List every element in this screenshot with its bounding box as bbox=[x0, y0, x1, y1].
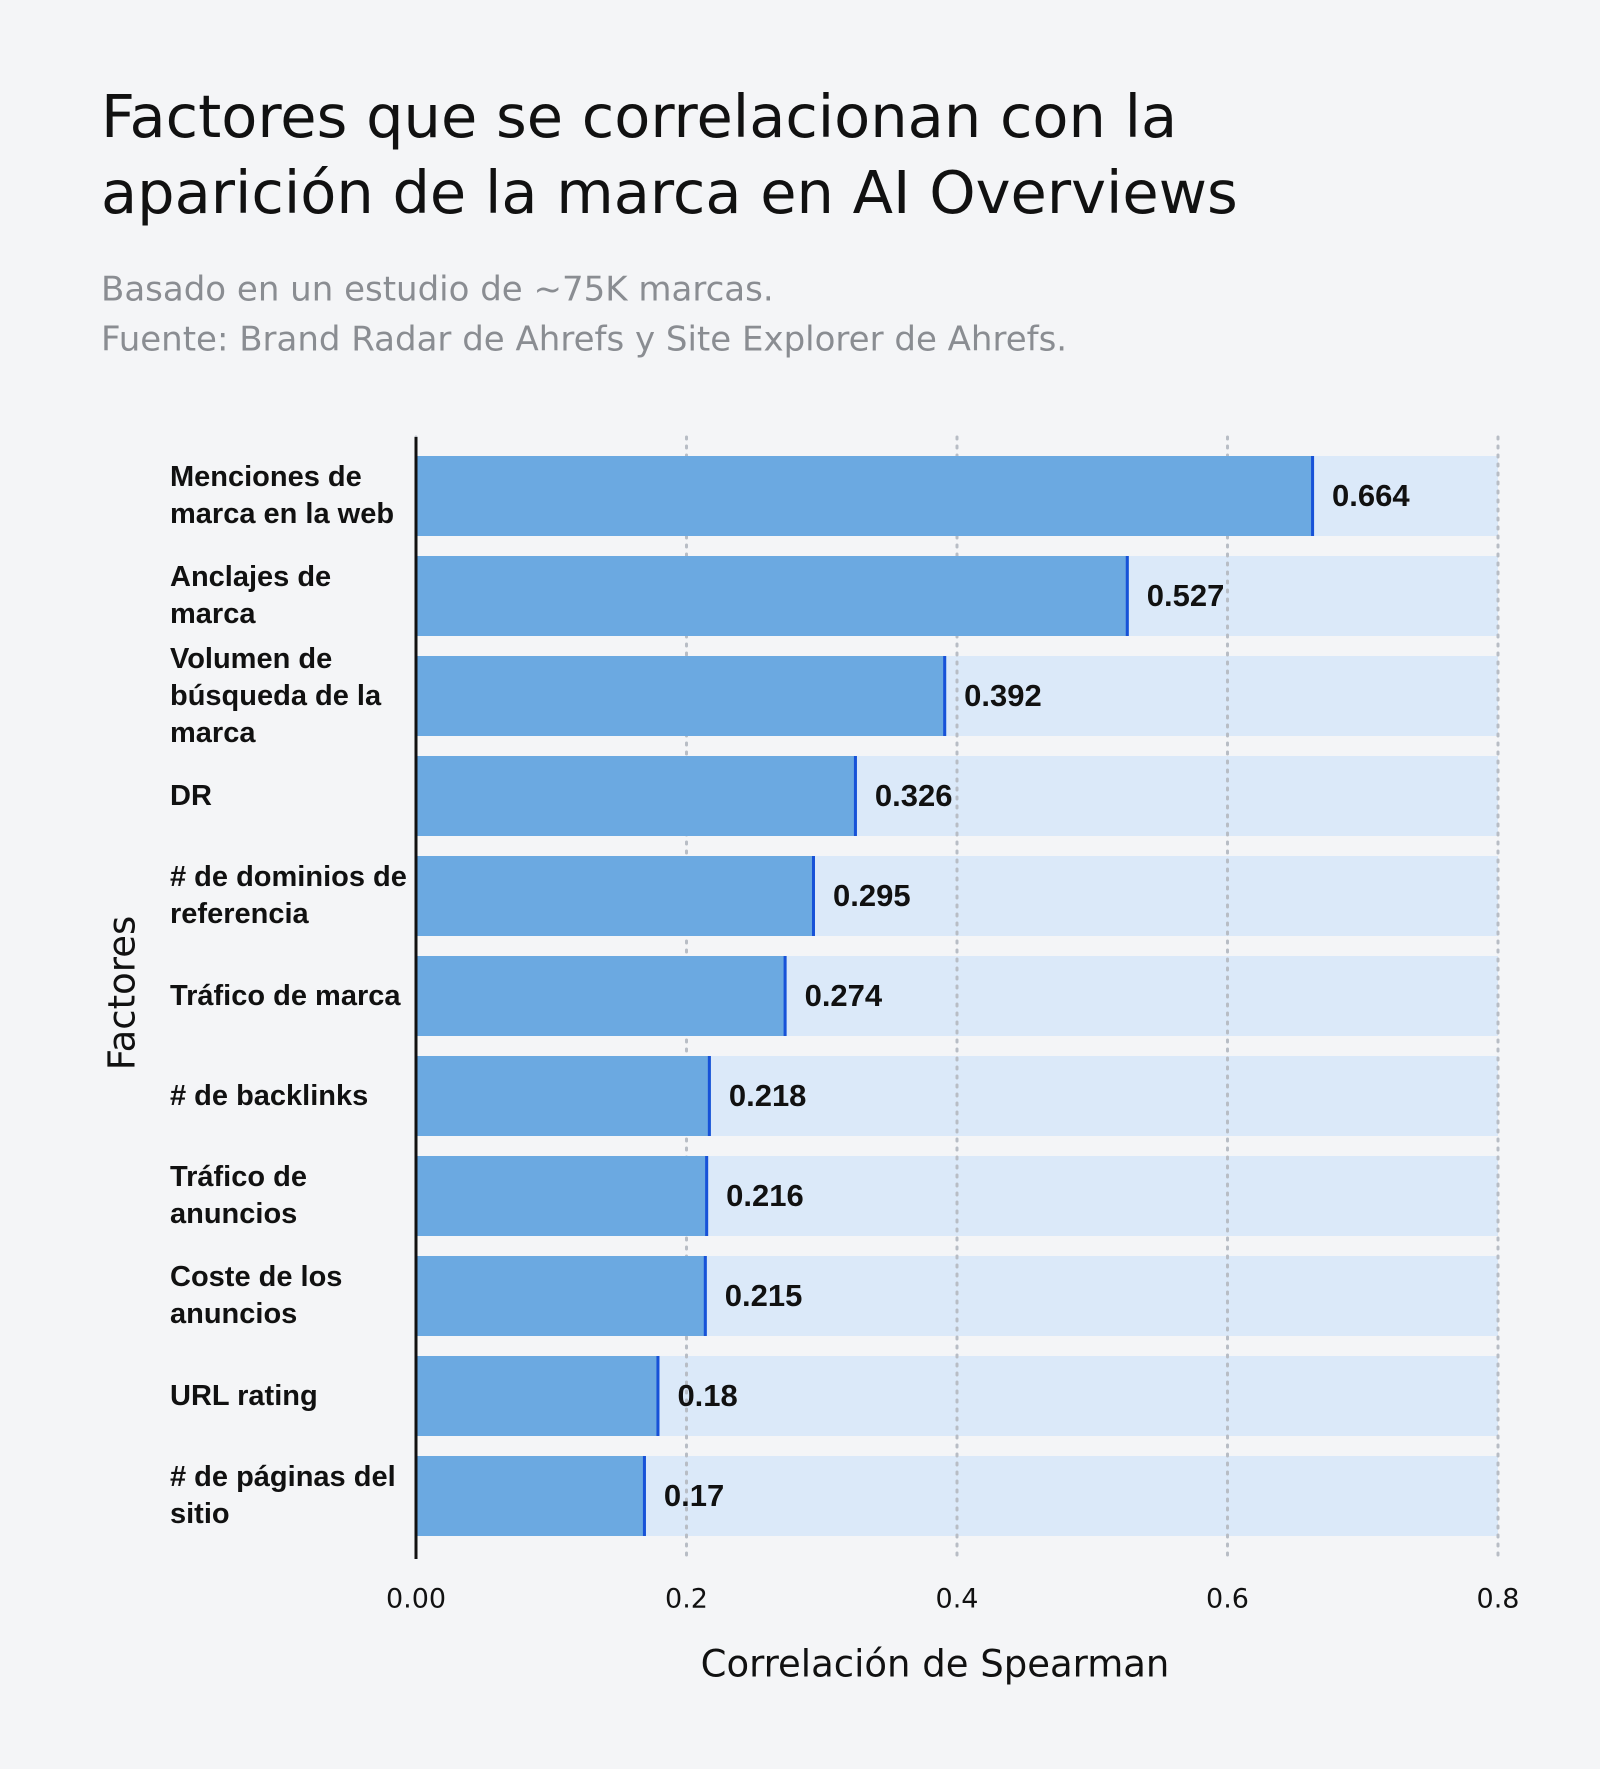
bar-end bbox=[705, 1156, 709, 1236]
x-tick-label: 0.8 bbox=[1477, 1584, 1520, 1615]
y-tick-label: Coste de los anuncios bbox=[170, 1261, 343, 1330]
value-label: 0.17 bbox=[664, 1478, 724, 1513]
bar bbox=[416, 556, 1129, 636]
chart-subtitle: Basado en un estudio de ~75K marcas. bbox=[101, 270, 774, 310]
y-tick-label-box: Volumen de búsqueda de la marca bbox=[170, 642, 382, 749]
y-tick-label: URL rating bbox=[170, 1379, 318, 1412]
bar-end bbox=[703, 1256, 707, 1336]
bar bbox=[416, 1356, 660, 1436]
y-tick-label: Anclajes de marca bbox=[170, 561, 332, 630]
y-tick-label: DR bbox=[170, 779, 212, 812]
y-tick-label-box: Tráfico de anuncios bbox=[170, 1161, 307, 1230]
y-tick-label-box: Anclajes de marca bbox=[170, 561, 332, 630]
bar-end bbox=[1311, 456, 1315, 536]
bar bbox=[416, 956, 787, 1036]
x-tick-label: 0.4 bbox=[936, 1584, 979, 1615]
value-label: 0.216 bbox=[726, 1178, 804, 1213]
bar-end bbox=[853, 756, 857, 836]
bar bbox=[416, 656, 947, 736]
bar-end bbox=[1125, 556, 1129, 636]
y-tick-label: Volumen de búsqueda de la marca bbox=[170, 642, 382, 749]
bar bbox=[416, 1456, 646, 1536]
x-tick-label: 0.6 bbox=[1206, 1584, 1249, 1615]
bar bbox=[416, 1056, 711, 1136]
bar-end bbox=[656, 1356, 660, 1436]
y-tick-label-box: Tráfico de marca bbox=[170, 979, 401, 1012]
value-label: 0.664 bbox=[1332, 478, 1410, 513]
x-axis-title: Correlación de Spearman bbox=[701, 1643, 1170, 1686]
x-tick-label: 0.2 bbox=[665, 1584, 708, 1615]
y-tick-label-box: # de backlinks bbox=[170, 1079, 369, 1112]
chart-subtitle: Fuente: Brand Radar de Ahrefs y Site Exp… bbox=[101, 320, 1067, 360]
chart-title: Factores que se correlacionan con la bbox=[101, 82, 1177, 151]
y-tick-label: # de páginas del sitio bbox=[170, 1461, 396, 1530]
y-tick-label: Tráfico de marca bbox=[170, 979, 401, 1012]
y-axis-title: Factores bbox=[101, 916, 144, 1071]
bar-end bbox=[707, 1056, 711, 1136]
y-tick-label-box: # de páginas del sitio bbox=[170, 1461, 396, 1530]
value-label: 0.18 bbox=[677, 1378, 737, 1413]
x-tick-label: 0.00 bbox=[386, 1584, 446, 1615]
bar-end bbox=[642, 1456, 646, 1536]
y-tick-label-box: DR bbox=[170, 779, 212, 812]
value-label: 0.326 bbox=[875, 778, 953, 813]
y-tick-label-box: Coste de los anuncios bbox=[170, 1261, 343, 1330]
value-label: 0.527 bbox=[1147, 578, 1225, 613]
bar bbox=[416, 456, 1315, 536]
value-label: 0.392 bbox=[964, 678, 1042, 713]
bar bbox=[416, 1156, 709, 1236]
y-tick-label-box: URL rating bbox=[170, 1379, 318, 1412]
bar-end bbox=[943, 656, 947, 736]
value-label: 0.274 bbox=[805, 978, 883, 1013]
bar bbox=[416, 1256, 707, 1336]
y-tick-label-box: Menciones de marca en la web bbox=[170, 461, 395, 530]
y-tick-label-box: # de dominios de referencia bbox=[170, 861, 407, 930]
y-tick-label: Tráfico de anuncios bbox=[170, 1161, 307, 1230]
y-tick-label: # de dominios de referencia bbox=[170, 861, 407, 930]
chart-title: aparición de la marca en AI Overviews bbox=[101, 158, 1238, 227]
bar-end bbox=[783, 956, 787, 1036]
bar bbox=[416, 856, 815, 936]
y-tick-label: # de backlinks bbox=[170, 1079, 369, 1112]
y-tick-label: Menciones de marca en la web bbox=[170, 461, 395, 530]
value-label: 0.218 bbox=[729, 1078, 807, 1113]
bar-end bbox=[811, 856, 815, 936]
value-label: 0.295 bbox=[833, 878, 911, 913]
value-label: 0.215 bbox=[725, 1278, 803, 1313]
bar bbox=[416, 756, 857, 836]
